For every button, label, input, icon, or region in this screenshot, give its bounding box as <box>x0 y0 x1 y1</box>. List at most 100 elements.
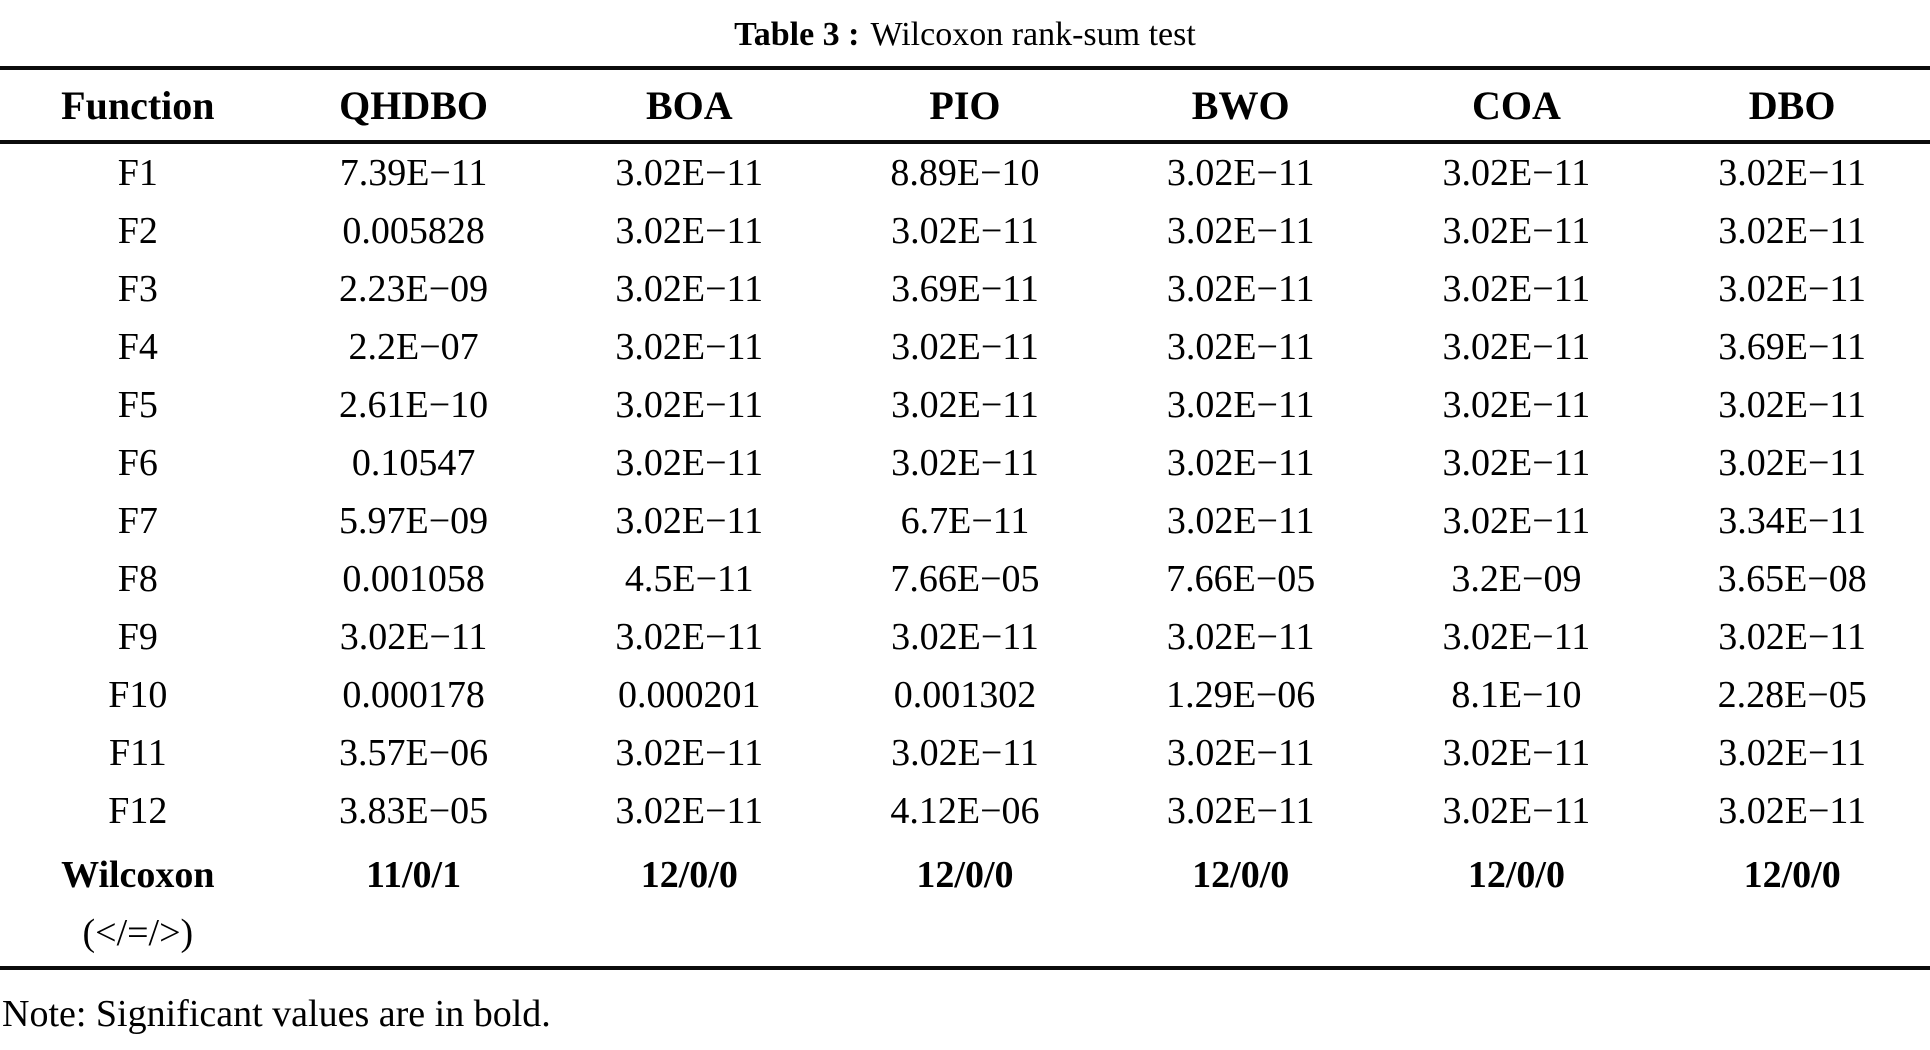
column-header-qhdbo: QHDBO <box>339 82 489 128</box>
value-cell: 3.02E−11 <box>1442 732 1591 774</box>
value-cell: 3.57E−06 <box>338 732 489 774</box>
column-header-bwo: BWO <box>1191 82 1290 128</box>
value-cell: 2.2E−07 <box>348 326 479 368</box>
value-cell: 3.02E−11 <box>1718 790 1866 832</box>
value-cell: 3.02E−11 <box>1442 210 1591 252</box>
summary-label: Wilcoxon <box>61 854 215 896</box>
function-cell: F1 <box>117 152 158 194</box>
value-cell: 3.02E−11 <box>1442 500 1591 542</box>
value-cell: 3.02E−11 <box>1166 500 1315 542</box>
table-row-f2: F2 0.005828 3.02E−11 3.02E−11 3.02E−11 3… <box>0 202 1930 260</box>
value-cell: 8.89E−10 <box>890 152 1040 194</box>
value-cell: 0.001058 <box>342 558 485 600</box>
value-cell: 4.12E−06 <box>890 790 1040 832</box>
value-cell: 3.02E−11 <box>891 442 1039 484</box>
table-row-f9: F9 3.02E−11 3.02E−11 3.02E−11 3.02E−11 3… <box>0 608 1930 666</box>
value-cell: 2.23E−09 <box>338 268 489 310</box>
table-title-text: Wilcoxon rank-sum test <box>870 15 1196 53</box>
value-cell: 0.10547 <box>351 442 476 484</box>
value-cell: 3.02E−11 <box>615 500 764 542</box>
value-cell: 3.02E−11 <box>615 616 764 658</box>
value-cell: 3.02E−11 <box>891 326 1039 368</box>
value-cell: 0.000178 <box>342 674 485 716</box>
value-cell: 4.5E−11 <box>624 558 754 600</box>
table-row-f1: F1 7.39E−11 3.02E−11 8.89E−10 3.02E−11 3… <box>0 144 1930 202</box>
function-cell: F6 <box>117 442 158 484</box>
column-header-boa: BOA <box>645 82 733 128</box>
value-cell: 7.66E−05 <box>890 558 1040 600</box>
value-cell: 3.02E−11 <box>615 732 764 774</box>
value-cell: 3.69E−11 <box>891 268 1039 310</box>
value-cell: 3.02E−11 <box>1166 210 1315 252</box>
value-cell: 3.69E−11 <box>1718 326 1866 368</box>
value-cell: 5.97E−09 <box>338 500 489 542</box>
value-cell: 3.02E−11 <box>1718 210 1866 252</box>
value-cell: 1.29E−06 <box>1166 674 1316 716</box>
table-row-f7: F7 5.97E−09 3.02E−11 6.7E−11 3.02E−11 3.… <box>0 492 1930 550</box>
column-header-function: Function <box>61 82 215 128</box>
function-cell: F3 <box>117 268 158 310</box>
column-header-coa: COA <box>1471 82 1561 128</box>
value-cell: 3.02E−11 <box>1718 732 1866 774</box>
value-cell: 3.02E−11 <box>1442 268 1591 310</box>
value-cell: 3.02E−11 <box>615 790 764 832</box>
value-cell: 3.02E−11 <box>1166 442 1315 484</box>
value-cell: 3.02E−11 <box>1442 384 1591 426</box>
value-cell: 3.02E−11 <box>339 616 488 658</box>
header-rule <box>0 140 1930 144</box>
value-cell: 3.02E−11 <box>1166 790 1315 832</box>
function-cell: F11 <box>108 732 167 774</box>
summary-value-cell: 11/0/1 <box>366 854 462 896</box>
value-cell: 3.02E−11 <box>891 732 1039 774</box>
value-cell: 7.39E−11 <box>339 152 488 194</box>
value-cell: 6.7E−11 <box>900 500 1030 542</box>
summary-value-cell: 12/0/0 <box>1192 854 1290 896</box>
summary-value-cell: 12/0/0 <box>916 854 1014 896</box>
function-cell: F2 <box>117 210 158 252</box>
value-cell: 3.02E−11 <box>615 210 764 252</box>
value-cell: 8.1E−10 <box>1451 674 1582 716</box>
header-row: Function QHDBO BOA PIO BWO COA DBO <box>0 70 1930 140</box>
column-header-dbo: DBO <box>1748 82 1836 128</box>
summary-value-cell: 12/0/0 <box>640 854 738 896</box>
value-cell: 3.02E−11 <box>615 442 764 484</box>
function-cell: F8 <box>117 558 158 600</box>
value-cell: 3.02E−11 <box>1166 268 1315 310</box>
value-cell: 3.02E−11 <box>1166 732 1315 774</box>
value-cell: 3.02E−11 <box>1718 152 1866 194</box>
value-cell: 3.02E−11 <box>615 268 764 310</box>
summary-value-cell: 12/0/0 <box>1467 854 1565 896</box>
value-cell: 2.28E−05 <box>1717 674 1867 716</box>
column-header-pio: PIO <box>929 82 1001 128</box>
table-row-f10: F10 0.000178 0.000201 0.001302 1.29E−06 … <box>0 666 1930 724</box>
value-cell: 3.02E−11 <box>1442 326 1591 368</box>
table-note: Note: Significant values are in bold. <box>2 993 551 1035</box>
table-title: Table 3 : Wilcoxon rank-sum test <box>0 0 1930 66</box>
table-row-f6: F6 0.10547 3.02E−11 3.02E−11 3.02E−11 3.… <box>0 434 1930 492</box>
function-cell: F10 <box>108 674 168 716</box>
table-row-f5: F5 2.61E−10 3.02E−11 3.02E−11 3.02E−11 3… <box>0 376 1930 434</box>
summary-value-cell: 12/0/0 <box>1743 854 1841 896</box>
table-title-label: Table 3 : <box>734 15 860 53</box>
function-cell: F12 <box>108 790 168 832</box>
value-cell: 3.02E−11 <box>1166 384 1315 426</box>
value-cell: 3.02E−11 <box>1718 384 1866 426</box>
value-cell: 3.02E−11 <box>1442 442 1591 484</box>
value-cell: 3.02E−11 <box>891 210 1039 252</box>
summary-label-line2: (</=/>) <box>82 912 194 954</box>
function-cell: F4 <box>117 326 158 368</box>
value-cell: 3.65E−08 <box>1717 558 1867 600</box>
summary-label-cell: Wilcoxon (</=/>) <box>0 840 276 955</box>
value-cell: 7.66E−05 <box>1166 558 1316 600</box>
value-cell: 3.02E−11 <box>615 152 764 194</box>
value-cell: 3.02E−11 <box>1718 268 1866 310</box>
value-cell: 3.02E−11 <box>1166 326 1315 368</box>
value-cell: 3.02E−11 <box>1442 616 1591 658</box>
table-row-f12: F12 3.83E−05 3.02E−11 4.12E−06 3.02E−11 … <box>0 782 1930 840</box>
summary-row-wilcoxon: Wilcoxon (</=/>) 11/0/1 12/0/0 12/0/0 12… <box>0 840 1930 966</box>
value-cell: 3.02E−11 <box>891 384 1039 426</box>
table-row-f11: F11 3.57E−06 3.02E−11 3.02E−11 3.02E−11 … <box>0 724 1930 782</box>
value-cell: 2.61E−10 <box>338 384 489 426</box>
value-cell: 3.02E−11 <box>1166 616 1315 658</box>
